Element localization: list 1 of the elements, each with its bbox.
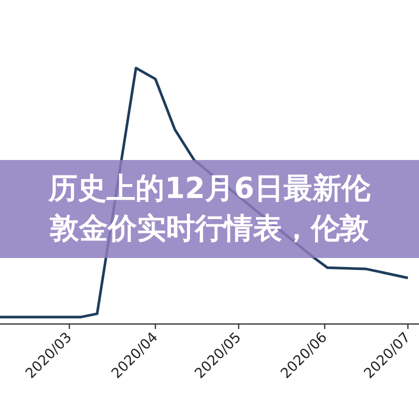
text: 历史上的12月6日最新伦敦金价实时行情表，伦敦	[47, 170, 372, 247]
